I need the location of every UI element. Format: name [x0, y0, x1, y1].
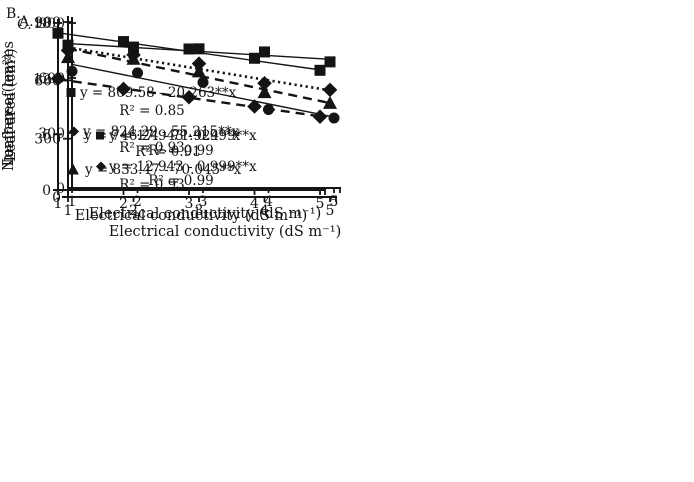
y-tick-label: 6: [42, 127, 51, 143]
data-point-square: [259, 46, 270, 58]
data-point-triangle: [60, 50, 76, 64]
x-tick-label: 2: [133, 194, 142, 210]
legend-r-squared: R² = 0.91: [135, 144, 201, 160]
data-point-square: [314, 64, 326, 76]
legend-equation: y = 12.943 - 0.999**x: [108, 159, 257, 175]
legend-diamond-icon: [95, 161, 107, 172]
data-point-triangle: [257, 85, 272, 99]
data-point-square: [52, 27, 64, 39]
x-tick-label: 2: [129, 203, 138, 219]
data-point-circle: [197, 76, 209, 88]
y-tick-label: 12: [33, 72, 51, 88]
y-tick-label: 0: [42, 183, 51, 199]
legend-r-squared: R² = 0.85: [119, 103, 185, 119]
x-tick-label: 3: [199, 194, 208, 210]
legend-diamond-icon: [68, 126, 80, 137]
data-point-circle: [328, 112, 340, 124]
data-point-diamond: [116, 81, 131, 97]
legend-triangle-icon: [67, 163, 79, 175]
panel-c-leaf-area-chart: 0 300 600 900 1 2 3 4 5 C. Leaf area (cm²) Electric…: [0, 0, 400, 245]
y-tick-label: 18: [33, 16, 51, 32]
data-point-square: [249, 52, 260, 64]
legend-equation: y = 809.58 - 20.263**x: [79, 85, 237, 101]
panel-b-leaf-area-chart: 0 300 600 900 1 2 3 4 5 B. Leaf area (cm²) Electric…: [0, 0, 349, 241]
y-axis-title: Leaf area (cm²): [1, 53, 17, 166]
legend-equation: y = 833.47 - 70.045**x: [84, 162, 242, 178]
data-point-triangle: [322, 95, 338, 109]
trend-line-solid: [71, 63, 335, 118]
y-tick-label: 600: [34, 73, 61, 89]
panel-label: A.: [18, 14, 34, 30]
y-axis-title: Leaf area (cm²): [3, 48, 19, 161]
y-tick-label: 900: [38, 16, 65, 32]
legend-square-icon: [96, 131, 104, 140]
data-point-diamond: [247, 99, 262, 114]
data-point-triangle: [191, 64, 207, 78]
y-tick-label: 0: [56, 181, 65, 197]
y-tick-label: 900: [34, 15, 61, 31]
x-tick-label: 5: [316, 196, 325, 212]
x-tick-label: 1: [64, 203, 73, 219]
data-point-square: [183, 43, 195, 55]
x-tick-label: 2: [119, 196, 128, 212]
panel-a-number-of-leaves-chart: 0 6 12 18 1 2 3 4 5 A. Number of leaves Electrical …: [0, 0, 347, 241]
data-point-square: [193, 43, 205, 55]
data-point-square: [118, 36, 129, 48]
x-tick-label: 1: [54, 196, 63, 212]
data-point-diamond: [312, 109, 328, 124]
data-point-circle: [66, 65, 78, 77]
data-point-diamond: [257, 75, 272, 91]
x-tick-label: 4: [250, 196, 259, 212]
legend-r-squared: R² = 0.99: [148, 173, 214, 189]
y-tick-label: 300: [38, 126, 65, 142]
data-point-triangle: [126, 51, 141, 65]
panel-label: C.: [17, 17, 32, 33]
data-point-circle: [132, 67, 143, 79]
x-tick-label: 1: [68, 194, 77, 210]
x-tick-label: 4: [264, 194, 273, 210]
x-axis-title: Electrical conductivity (dS m⁻¹): [89, 206, 322, 222]
y-tick-label: 0: [52, 190, 61, 206]
legend-equation: y = 824.29 - 55.215**x: [82, 124, 240, 140]
data-point-circle: [263, 104, 274, 116]
data-point-square: [324, 56, 336, 68]
data-point-diamond: [50, 71, 66, 86]
panel-label: B.: [6, 6, 21, 22]
x-tick-label: 4: [260, 203, 269, 219]
y-tick-label: 300: [34, 132, 61, 148]
legend-equation: y = 746.24 - 71.924**x: [83, 128, 241, 144]
data-point-diamond: [322, 82, 338, 98]
data-point-diamond: [181, 89, 197, 105]
legend-square-icon: [66, 88, 76, 97]
y-axis-title: Number of leaves: [1, 41, 17, 171]
x-tick-label: 5: [326, 203, 335, 219]
legend-r-squared: R² = 0.93: [119, 177, 185, 193]
x-tick-label: 3: [185, 196, 194, 212]
x-axis-title: Electrical conductivity (dS m⁻¹): [75, 208, 308, 224]
data-point-diamond: [191, 56, 207, 71]
x-tick-label: 5: [330, 194, 339, 210]
x-tick-label: 3: [195, 203, 204, 219]
legend-equation: y = 17.943 - 0.999**x: [108, 128, 257, 144]
data-point-square: [128, 41, 139, 53]
legend-r-squared: R² = 0.99: [148, 143, 214, 159]
legend-r-squared: R² = 0.93: [119, 140, 185, 156]
x-axis-title: Electrical conductivity (dS m⁻¹): [109, 224, 342, 240]
y-tick-label: 600: [38, 71, 65, 87]
